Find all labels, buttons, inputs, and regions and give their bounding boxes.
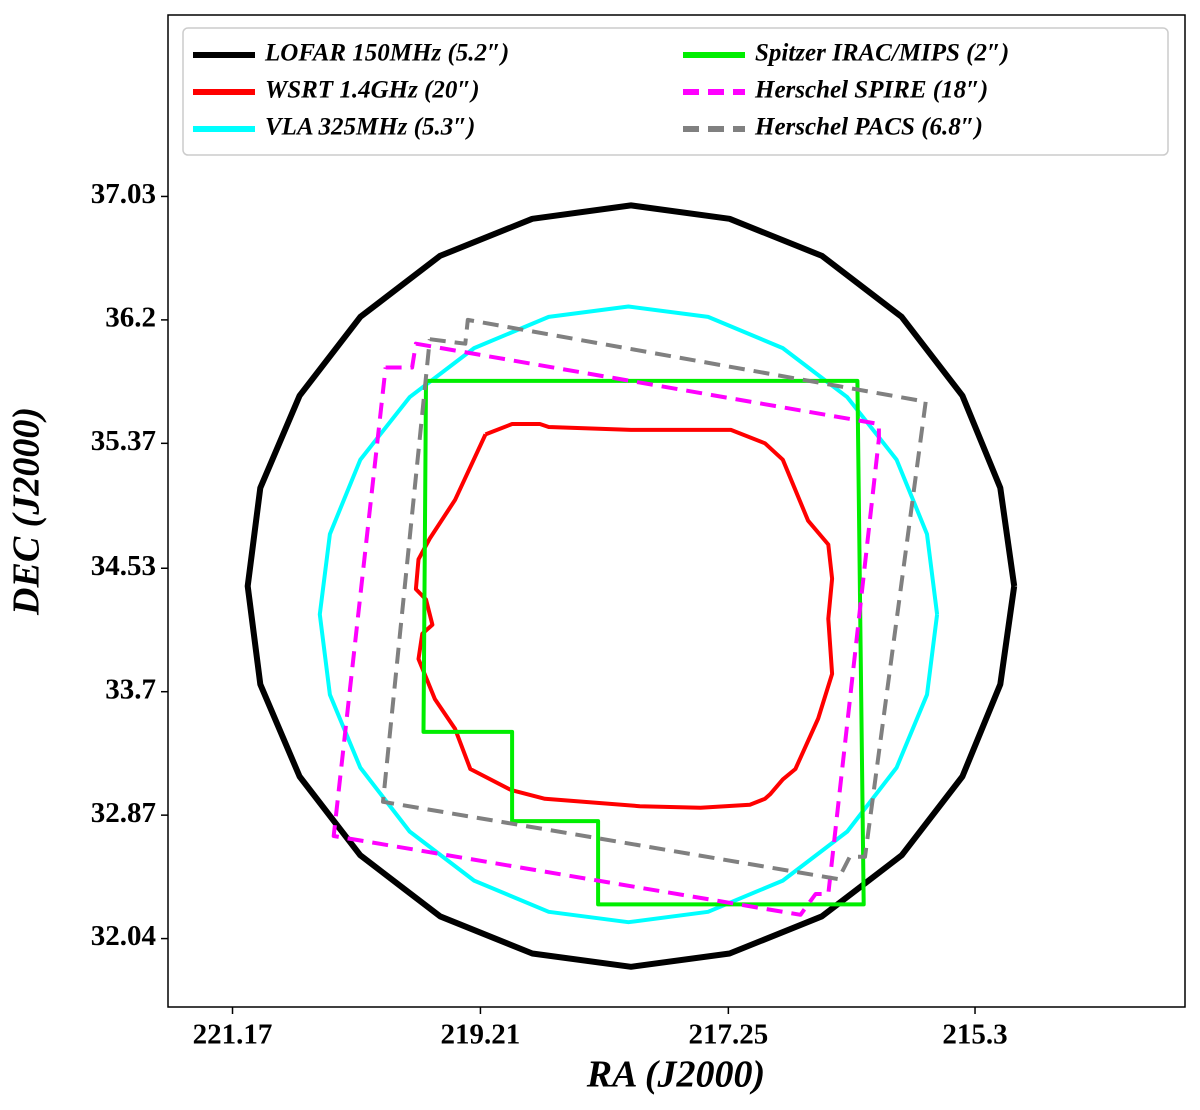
plot-frame — [167, 14, 1186, 1008]
y-tick-label: 37.03 — [91, 178, 156, 210]
legend-box — [182, 27, 1169, 156]
legend-label: Herschel PACS (6.8″) — [754, 114, 983, 141]
legend-label: LOFAR 150MHz (5.2″) — [264, 40, 509, 67]
footprint-line — [413, 422, 835, 810]
x-tick-label: 215.3 — [942, 1019, 1007, 1051]
x-tick-label: 221.17 — [193, 1019, 273, 1051]
y-tick-label: 35.37 — [91, 425, 156, 457]
y-tick-label: 34.53 — [91, 550, 156, 582]
x-axis-label: RA (J2000) — [586, 1054, 765, 1096]
legend-label: Spitzer IRAC/MIPS (2″) — [755, 40, 1009, 67]
footprint-line — [317, 304, 940, 925]
y-tick-label: 32.04 — [91, 920, 156, 952]
footprint-line — [381, 317, 928, 882]
y-tick-label: 36.2 — [105, 302, 156, 334]
x-tick-label: 217.25 — [688, 1019, 768, 1051]
y-tick-label: 33.7 — [105, 673, 156, 705]
footprint-line — [244, 202, 1018, 970]
legend-label: Herschel SPIRE (18″) — [754, 77, 988, 104]
footprint-line — [421, 378, 866, 907]
footprint-line — [331, 341, 881, 917]
legend-label: WSRT 1.4GHz (20″) — [265, 77, 480, 104]
y-axis-label: DEC (J2000) — [6, 407, 48, 616]
x-tick-label: 219.21 — [441, 1019, 521, 1051]
legend-label: VLA 325MHz (5.3″) — [265, 114, 475, 141]
y-tick-label: 32.87 — [91, 797, 156, 829]
